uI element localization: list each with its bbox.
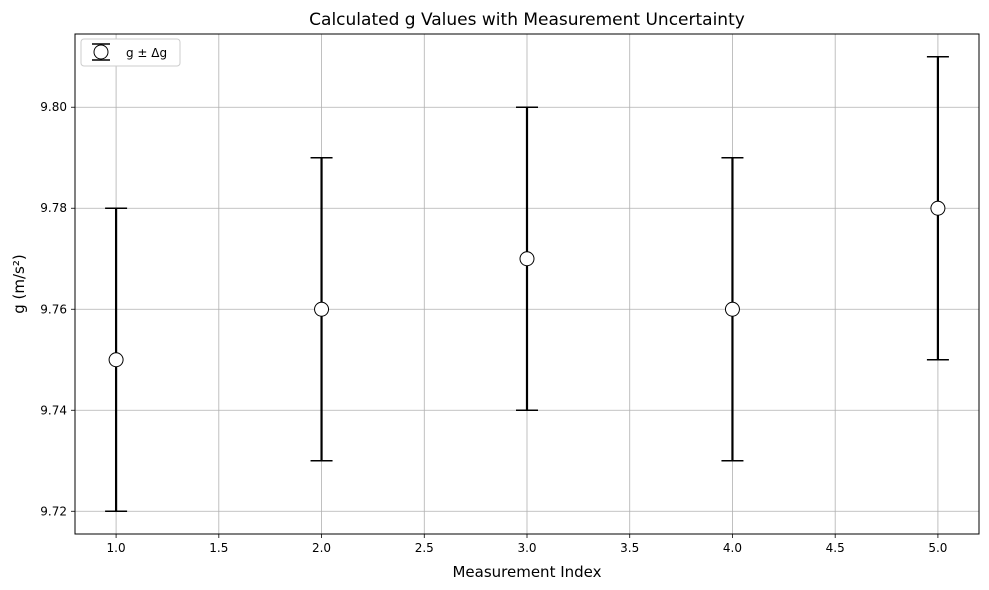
chart-title: Calculated g Values with Measurement Unc… xyxy=(309,10,745,30)
y-axis-title: g (m/s²) xyxy=(10,254,28,314)
x-tick-label: 4.0 xyxy=(723,541,742,555)
x-tick-label: 4.5 xyxy=(826,541,845,555)
legend-label: g ± Δg xyxy=(126,46,167,60)
x-tick-label: 1.0 xyxy=(107,541,126,555)
x-tick-label: 2.0 xyxy=(312,541,331,555)
y-tick-label: 9.72 xyxy=(40,504,67,518)
x-axis-title: Measurement Index xyxy=(452,563,601,581)
y-tick-label: 9.80 xyxy=(40,100,67,114)
data-point xyxy=(519,251,535,267)
x-tick-label: 5.0 xyxy=(928,541,947,555)
x-tick-label: 3.0 xyxy=(517,541,536,555)
legend-marker-icon xyxy=(93,44,109,60)
data-point xyxy=(930,200,946,216)
y-tick-label: 9.78 xyxy=(40,201,67,215)
y-tick-label: 9.76 xyxy=(40,302,67,316)
y-tick-label: 9.74 xyxy=(40,403,67,417)
axes: 1.0 1.5 2.0 2.5 3.0 3.5 4.0 4.5 5.0 9.72 9.74 9.76 9… xyxy=(40,33,980,555)
data-point xyxy=(724,301,740,317)
data-point xyxy=(108,352,124,368)
data-layer xyxy=(105,55,949,513)
data-point xyxy=(314,301,330,317)
x-tick-label: 2.5 xyxy=(415,541,434,555)
x-tick-label: 1.5 xyxy=(209,541,228,555)
x-tick-label: 3.5 xyxy=(620,541,639,555)
legend: g ± Δg xyxy=(80,38,181,67)
